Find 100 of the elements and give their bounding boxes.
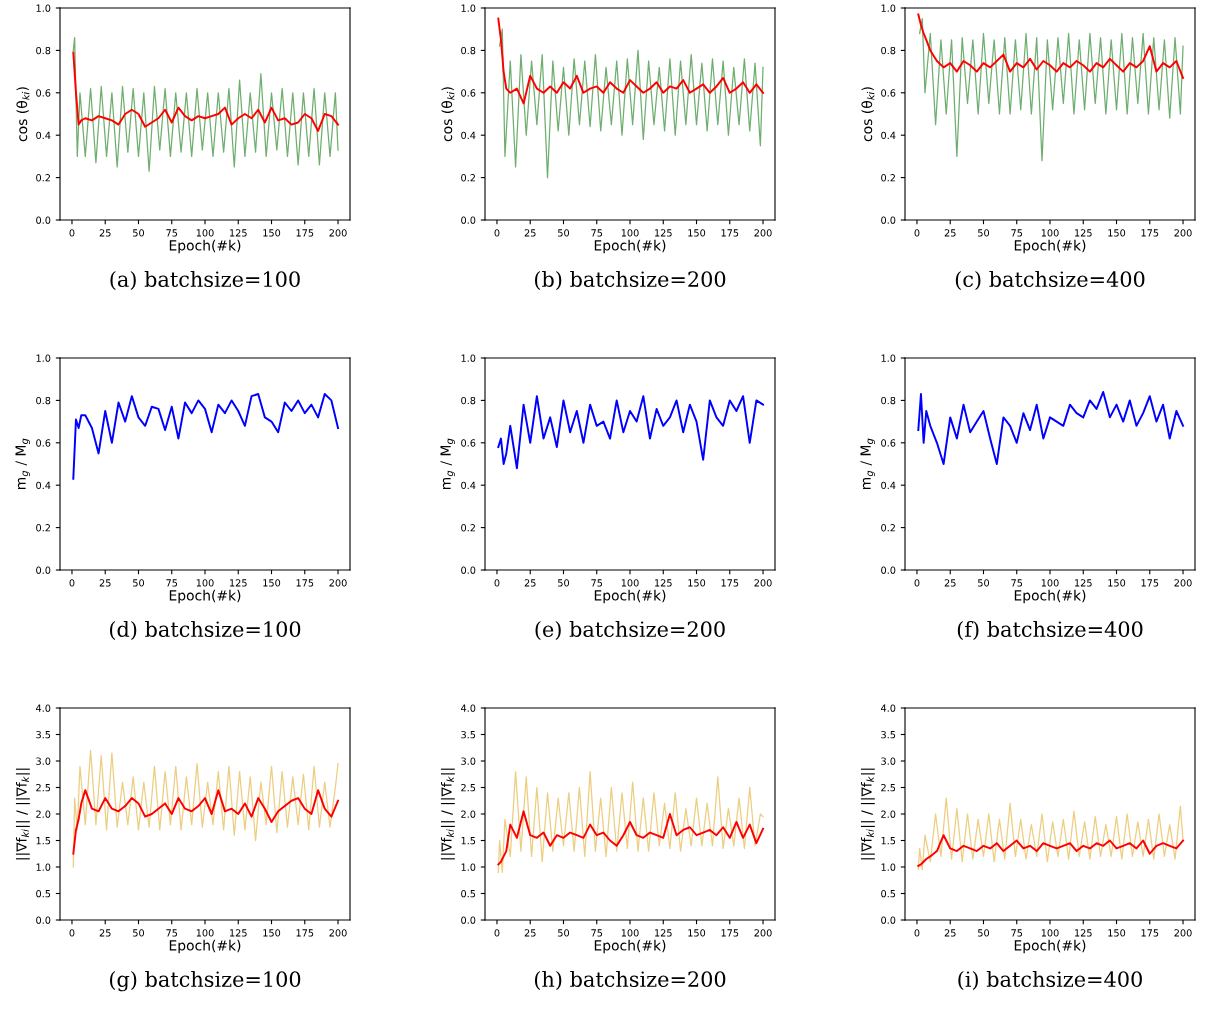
y-tick-label: 4.0 (35, 704, 51, 712)
x-tick-label: 200 (754, 229, 772, 237)
x-tick-label: 150 (1108, 229, 1126, 237)
y-tick-label: 4.0 (460, 704, 476, 712)
x-tick-label: 100 (621, 229, 639, 237)
y-tick-label: 0.5 (881, 889, 896, 898)
y-tick-label: 2.5 (881, 783, 896, 792)
x-tick-label: 125 (1075, 929, 1092, 937)
y-tick-label: 0.5 (461, 889, 476, 898)
line-series (72, 51, 339, 132)
text: (a) batchsize=100 (110, 270, 300, 290)
x-axis-title: Epoch(#k) (169, 589, 241, 604)
x-axis-title: Epoch(#k) (594, 239, 666, 254)
y-axis-title: cos (θ$_{ki}$) (441, 87, 455, 142)
y-tick-label: 0.0 (36, 216, 51, 224)
line-series (497, 770, 764, 873)
y-tick-label: 1.0 (36, 4, 51, 12)
y-tick-label: 1.0 (881, 354, 896, 362)
y-tick-label: 0.8 (881, 46, 896, 55)
line-series (72, 789, 339, 855)
text: (i) batchsize=400 (958, 970, 1142, 990)
y-tick-label: 3.0 (36, 757, 51, 765)
y-tick-label: 0.4 (461, 131, 476, 140)
x-tick-label: 100 (621, 579, 639, 587)
x-tick-label: 0 (914, 579, 920, 587)
x-tick-label: 75 (591, 929, 603, 937)
x-tick-label: 200 (1174, 229, 1192, 237)
y-tick-label: 1.0 (461, 4, 476, 12)
x-tick-label: 75 (166, 229, 178, 237)
x-tick-label: 175 (296, 229, 314, 237)
text: (c) batchsize=400 (955, 270, 1145, 290)
x-tick-label: 75 (166, 579, 178, 587)
y-tick-label: 2.5 (36, 783, 51, 792)
x-tick-label: 175 (721, 229, 739, 237)
y-tick-label: 1.5 (461, 837, 476, 845)
x-tick-label: 100 (1041, 229, 1059, 237)
line-series (497, 17, 764, 105)
y-axis-title: ||∇f$_{ki}$|| / ||∇f$_{k}$|| (15, 768, 30, 860)
x-tick-label: 75 (591, 229, 603, 237)
x-tick-label: 100 (1041, 929, 1059, 937)
line-series (917, 797, 1184, 871)
line-series (72, 37, 339, 172)
x-tick-label: 25 (944, 579, 956, 587)
x-tick-label: 100 (196, 229, 214, 237)
x-axis-title: Epoch(#k) (169, 939, 241, 954)
y-tick-label: 1.5 (36, 837, 51, 845)
y-tick-label: 0.4 (881, 131, 896, 140)
x-tick-label: 100 (621, 929, 639, 937)
x-tick-label: 75 (166, 929, 178, 937)
x-tick-label: 25 (524, 229, 536, 237)
x-axis-title: Epoch(#k) (594, 939, 666, 954)
y-tick-label: 0.4 (36, 481, 51, 490)
x-tick-label: 50 (978, 579, 990, 587)
y-tick-label: 0.6 (36, 439, 51, 447)
y-tick-label: 0.0 (461, 216, 476, 224)
y-tick-label: 2.0 (461, 810, 476, 818)
x-tick-label: 175 (721, 579, 739, 587)
y-tick-label: 2.0 (881, 810, 896, 818)
text: (f) batchsize=400 (957, 620, 1143, 640)
x-tick-label: 150 (1108, 929, 1126, 937)
y-axis-title: m$_{g}$ / M$_{g}$ (860, 438, 875, 489)
x-tick-label: 0 (494, 579, 500, 587)
y-tick-label: 0.6 (881, 89, 896, 97)
x-tick-label: 75 (1011, 229, 1023, 237)
y-tick-label: 2.0 (36, 810, 51, 818)
x-tick-label: 200 (754, 579, 772, 587)
line-series (497, 810, 764, 866)
x-tick-label: 25 (524, 929, 536, 937)
x-tick-label: 175 (296, 579, 314, 587)
y-tick-label: 3.0 (881, 757, 896, 765)
y-tick-label: 0.8 (36, 46, 51, 55)
x-tick-label: 100 (196, 929, 214, 937)
x-tick-label: 150 (688, 929, 706, 937)
x-axis-title: Epoch(#k) (1014, 589, 1086, 604)
x-tick-label: 50 (133, 929, 145, 937)
y-tick-label: 0.5 (36, 889, 51, 898)
text: (h) batchsize=200 (534, 970, 726, 990)
x-tick-label: 125 (655, 579, 672, 587)
x-tick-label: 100 (196, 579, 214, 587)
x-axis-title: Epoch(#k) (1014, 939, 1086, 954)
line-series (917, 834, 1184, 867)
y-axis-title: cos (θ$_{ki}$) (16, 87, 30, 142)
x-axis-title: Epoch(#k) (594, 589, 666, 604)
y-tick-label: 2.5 (461, 783, 476, 792)
text: (g) batchsize=100 (109, 970, 301, 992)
x-tick-label: 175 (1141, 579, 1159, 587)
y-tick-label: 0.8 (461, 396, 476, 405)
text: (b) batchsize=200 (534, 270, 726, 290)
x-tick-label: 125 (230, 929, 247, 937)
x-tick-label: 200 (1174, 929, 1192, 937)
y-tick-label: 0.4 (461, 481, 476, 490)
x-tick-label: 50 (133, 229, 145, 237)
line-series (917, 390, 1184, 465)
x-tick-label: 0 (914, 929, 920, 937)
x-tick-label: 125 (655, 929, 672, 937)
line-series (919, 17, 1184, 162)
x-tick-label: 100 (1041, 579, 1059, 587)
x-tick-label: 125 (1075, 229, 1092, 237)
x-tick-label: 150 (688, 229, 706, 237)
y-axis-title: ||∇f$_{ki}$|| / ||∇f$_{k}$|| (440, 768, 455, 860)
